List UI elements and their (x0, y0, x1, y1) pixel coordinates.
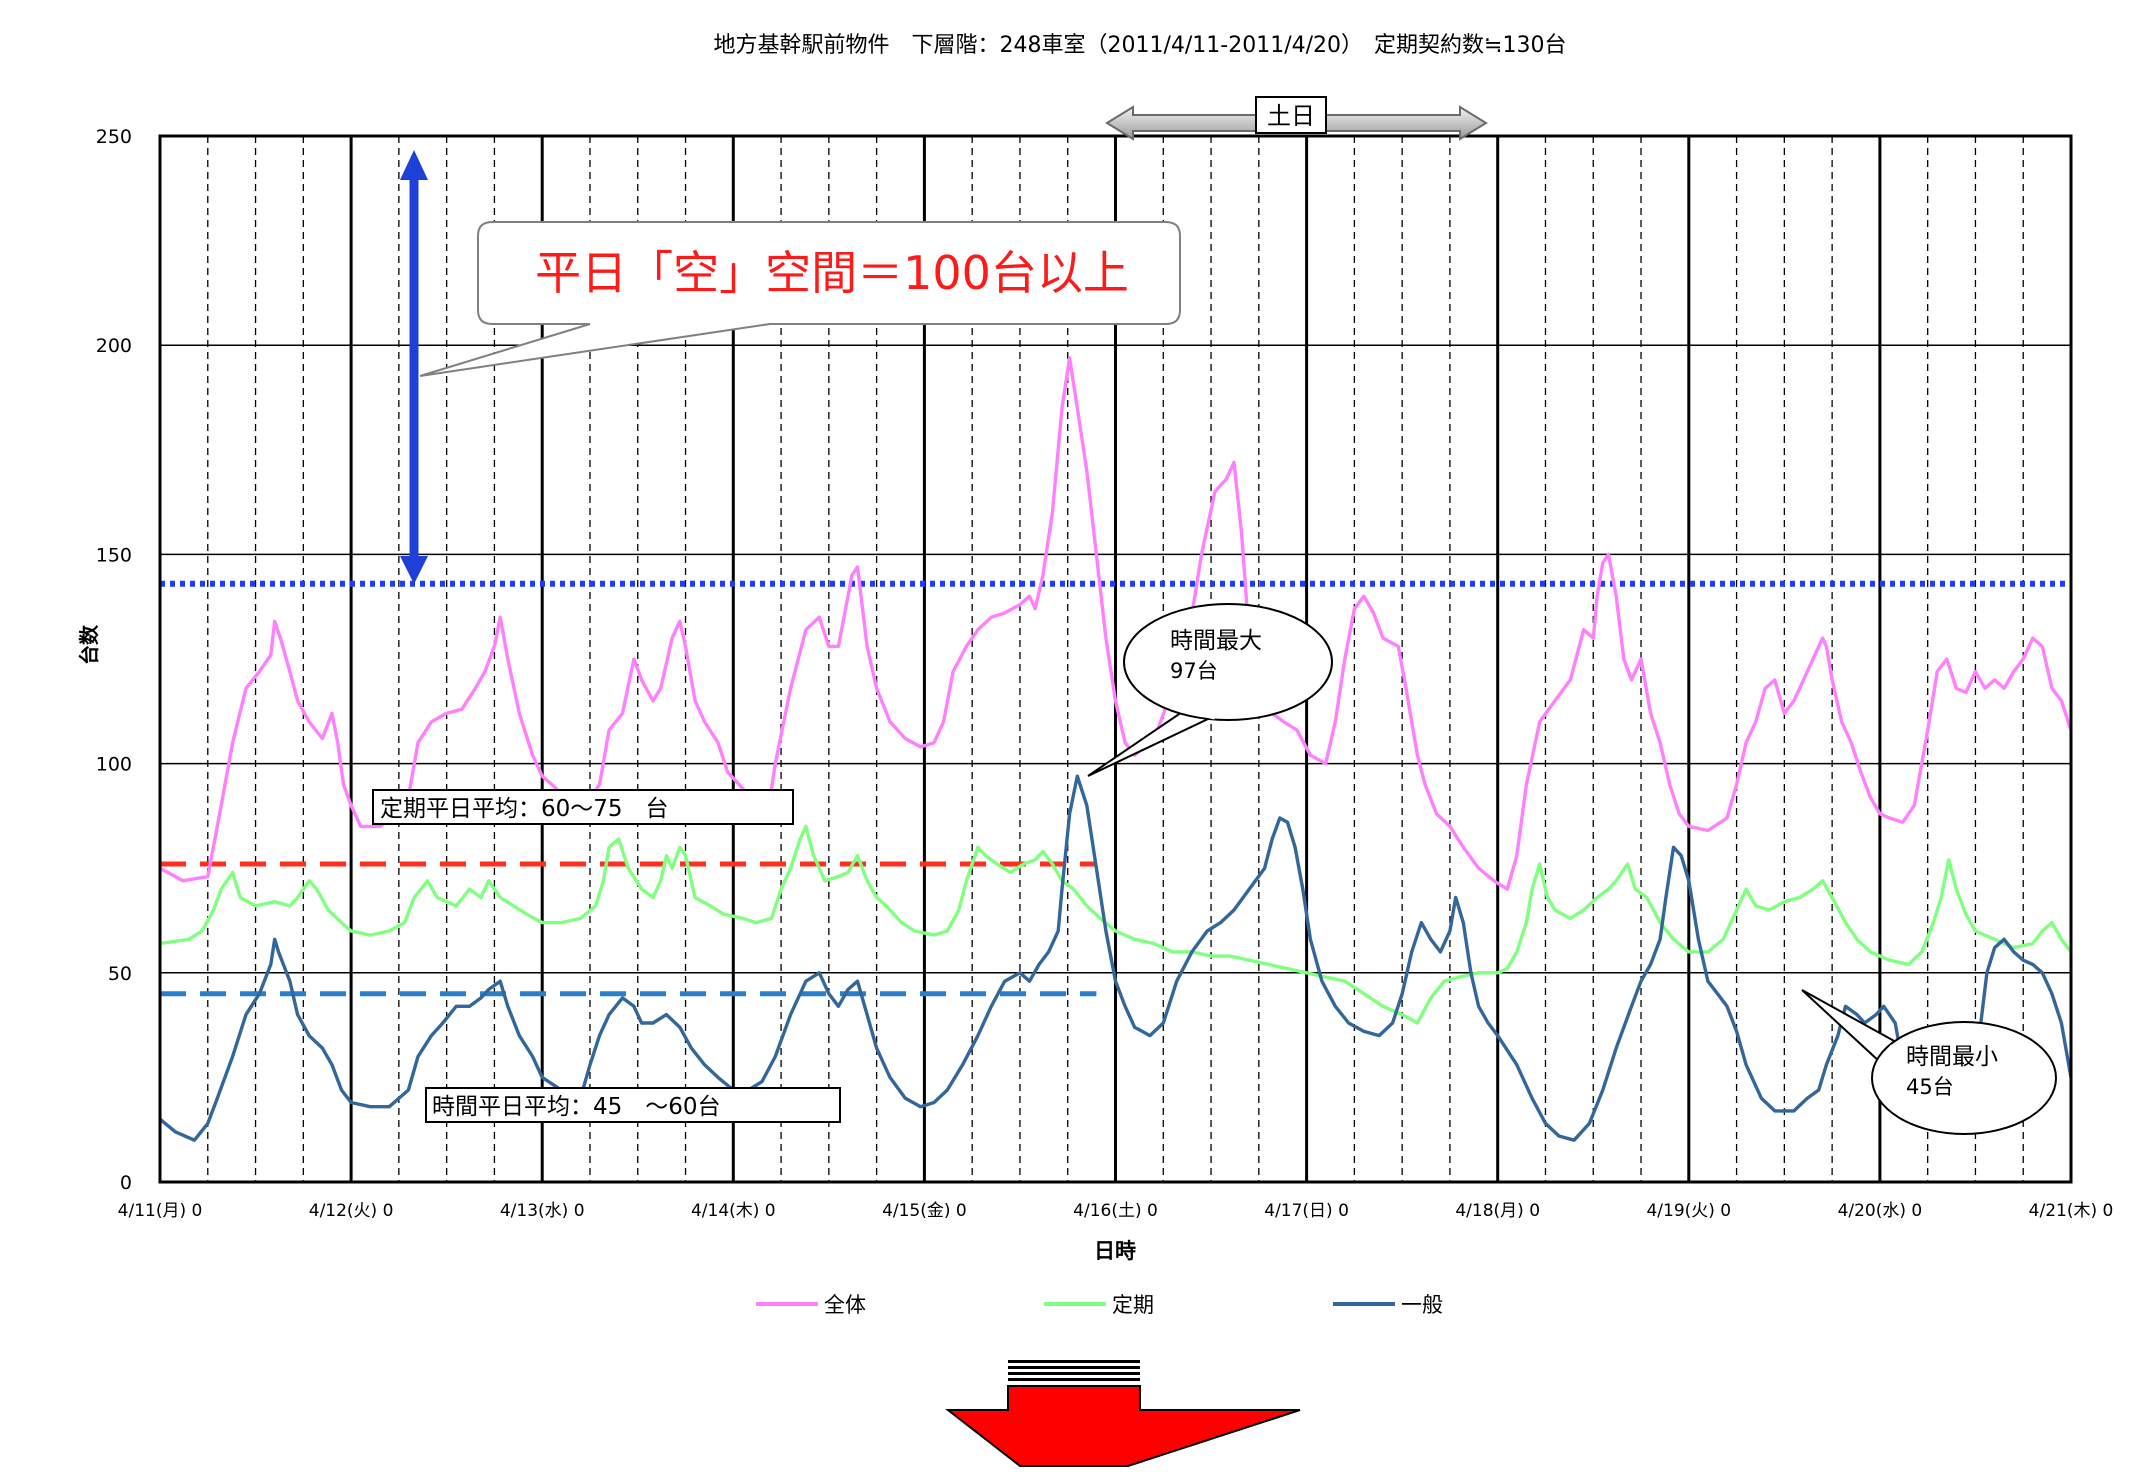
free-space-callout: 平日「空」空間＝100台以上 (419, 221, 1181, 377)
y-tick-label: 150 (96, 544, 132, 566)
x-tick-label: 4/20(水) 0 (1838, 1201, 1923, 1221)
x-tick-label: 4/21(木) 0 (2029, 1201, 2114, 1221)
x-tick-label: 4/12(火) 0 (309, 1201, 394, 1221)
x-axis-label: 日時 (1094, 1239, 1136, 1263)
y-tick-label: 50 (108, 963, 132, 985)
series-line-2 (158, 774, 2073, 1142)
x-tick-label: 4/11(月) 0 (118, 1201, 203, 1221)
series-line-1 (159, 824, 2073, 1025)
plot-frame (158, 134, 2073, 1184)
min-callout-line2: 45台 (1906, 1075, 1954, 1099)
weekend-label: 土日 (1267, 102, 1315, 130)
legend-label-zentai: 全体 (824, 1293, 866, 1317)
y-tick-label: 250 (96, 126, 132, 148)
x-tick-label: 4/13(水) 0 (500, 1201, 585, 1221)
x-tick-label: 4/17(日) 0 (1264, 1201, 1349, 1221)
x-tick-label: 4/14(木) 0 (691, 1201, 776, 1221)
y-axis-label: 台数 (77, 624, 101, 665)
weekend-arrow: 土日 (1105, 96, 1488, 141)
x-tick-label: 4/16(土) 0 (1073, 1201, 1158, 1221)
big-down-arrow (945, 1360, 1301, 1467)
x-tick-label: 4/18(月) 0 (1455, 1201, 1540, 1221)
teiki-average-label: 定期平日平均：60～75 台 (380, 796, 669, 822)
reference-lines (160, 580, 2071, 997)
x-tick-labels: 4/11(月) 0 4/12(火) 0 4/13(水) 0 4/14(木) 0 4/15… (118, 1201, 2114, 1221)
x-tick-label: 4/15(金) 0 (882, 1201, 967, 1221)
legend-label-teiki: 定期 (1112, 1293, 1154, 1317)
y-tick-label: 100 (96, 754, 132, 776)
teiki-average-box: 定期平日平均：60～75 台 (372, 789, 794, 825)
chart-title: 地方基幹駅前物件 下層階：248車室（2011/4/11-2011/4/20） … (714, 33, 1567, 58)
max-callout-line1: 時間最大 (1170, 628, 1262, 654)
y-tick-label: 200 (96, 335, 132, 357)
max-callout: 時間最大 97台 (1087, 603, 1333, 777)
min-callout: 時間最小 45台 (1801, 989, 2057, 1135)
jikan-average-label: 時間平日平均：45 ～60台 (432, 1094, 721, 1120)
free-space-double-arrow (400, 150, 428, 584)
min-callout-line1: 時間最小 (1906, 1044, 1998, 1070)
free-space-label: 平日「空」空間＝100台以上 (535, 246, 1129, 300)
y-tick-labels: 0 50 100 150 200 250 (96, 126, 132, 1194)
legend: 全体 定期 一般 (756, 1293, 1443, 1317)
legend-label-ippan: 一般 (1401, 1293, 1443, 1317)
max-callout-line2: 97台 (1170, 659, 1218, 683)
y-tick-label: 0 (120, 1172, 132, 1194)
x-tick-label: 4/19(火) 0 (1646, 1201, 1731, 1221)
jikan-average-box: 時間平日平均：45 ～60台 (425, 1087, 841, 1123)
